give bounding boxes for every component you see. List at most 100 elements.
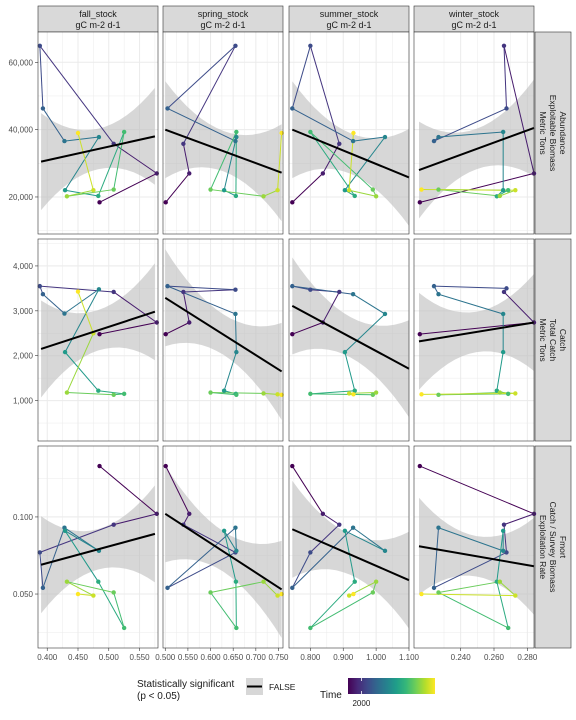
panel-border (37, 31, 159, 235)
data-point (233, 138, 238, 144)
data-point (436, 292, 441, 297)
data-point (513, 391, 518, 396)
y-tick-label: 0.050 (13, 590, 34, 599)
data-point (346, 391, 352, 396)
data-point (500, 188, 506, 193)
regression-line (291, 305, 410, 370)
x-tick-label: 0.280 (517, 653, 538, 662)
data-point (121, 625, 127, 631)
trajectory-segment (419, 465, 535, 515)
trajectory-segment (263, 392, 278, 395)
data-point (234, 349, 239, 355)
x-tick-label: 0.260 (484, 653, 505, 662)
trajectory-segment (167, 107, 236, 142)
x-tick-label: 0.900 (333, 653, 354, 662)
trajectory-segment (349, 189, 377, 197)
data-point (111, 289, 116, 295)
data-point (187, 320, 192, 325)
row-strip-label-line: Catch (558, 329, 568, 351)
x-tick-label: 0.400 (37, 653, 58, 662)
regression-line (291, 528, 410, 582)
column-strip-title: fall_stock (79, 9, 117, 19)
data-point (436, 525, 441, 530)
panel-1-2 (288, 238, 410, 442)
data-point (91, 188, 96, 193)
trajectory-segment (344, 313, 386, 353)
data-point (505, 625, 511, 631)
column-strip-spring_stock (162, 5, 284, 33)
x-tick-label: 0.800 (300, 653, 321, 662)
data-point (500, 528, 506, 534)
data-point (351, 130, 356, 136)
x-tick-label: 0.240 (451, 653, 472, 662)
trajectory-segment (210, 592, 237, 629)
trajectory-segment (113, 592, 125, 629)
data-point (308, 287, 313, 292)
data-point (208, 590, 213, 595)
trajectory-segment (210, 131, 237, 190)
data-point (75, 591, 81, 597)
data-point (187, 511, 192, 517)
data-point (62, 349, 68, 355)
data-point (501, 289, 507, 295)
trajectory-segment (310, 592, 374, 629)
data-point (75, 130, 81, 136)
data-point (121, 129, 127, 135)
row-strip-label-line: Metric Tons (538, 111, 548, 154)
row-strip (534, 31, 572, 235)
trajectory-segment (223, 530, 237, 552)
panel-border (288, 238, 410, 442)
data-point (96, 134, 102, 140)
trajectory-segment (167, 527, 236, 589)
data-point (308, 129, 313, 135)
column-strip-subtitle: gC m-2 d-1 (200, 20, 245, 30)
legend-significance-title: Statistically significant (137, 679, 234, 690)
x-tick-label: 0.550 (130, 653, 151, 662)
trajectory-segment (165, 322, 190, 335)
column-strip-summer_stock (288, 5, 410, 33)
trajectory-segment (97, 581, 125, 629)
trajectory-segment (344, 530, 386, 552)
data-point (431, 585, 437, 591)
trajectory-segment (42, 527, 65, 589)
row-strip-label-line: Abundance (558, 111, 568, 154)
data-point (261, 194, 266, 199)
data-point (234, 129, 239, 135)
panel-2-3: 0.240 0.260 0.280 (413, 445, 538, 662)
trajectory-segment (234, 527, 237, 551)
y-tick-label: 1,000 (13, 397, 34, 406)
trajectory-segment (433, 285, 507, 289)
data-point (504, 106, 509, 111)
trajectory-segment (291, 45, 311, 109)
x-tick-label: 0.750 (268, 653, 289, 662)
data-point (261, 391, 266, 396)
data-point (234, 134, 239, 140)
data-point (320, 171, 326, 176)
legend-colorbar-label: 2000 (352, 699, 370, 708)
row-strip-label-line: Catch / Survey Biomass (548, 502, 558, 593)
data-point (275, 392, 280, 397)
x-tick-label: 1.000 (366, 653, 387, 662)
row-strip-label-line: Fmort (558, 536, 568, 559)
data-point (261, 579, 266, 584)
trajectory-segment (165, 173, 190, 203)
panel-0-2 (288, 31, 410, 235)
trajectory-segment (421, 593, 516, 597)
column-strip-winter_stock (413, 5, 535, 33)
trajectory-segment (98, 390, 125, 395)
data-point (382, 311, 388, 317)
data-point (373, 579, 379, 584)
data-point (165, 106, 170, 111)
column-strip-subtitle: gC m-2 d-1 (75, 20, 120, 30)
trajectory-segment (223, 351, 237, 391)
data-point (64, 194, 70, 199)
panel-border (288, 445, 410, 649)
panel-border (413, 238, 535, 442)
data-point (165, 585, 170, 591)
trajectory-segment (438, 592, 509, 629)
data-point (505, 391, 511, 397)
data-point (419, 591, 424, 597)
data-point (111, 187, 116, 192)
trajectory-segment (64, 530, 99, 582)
